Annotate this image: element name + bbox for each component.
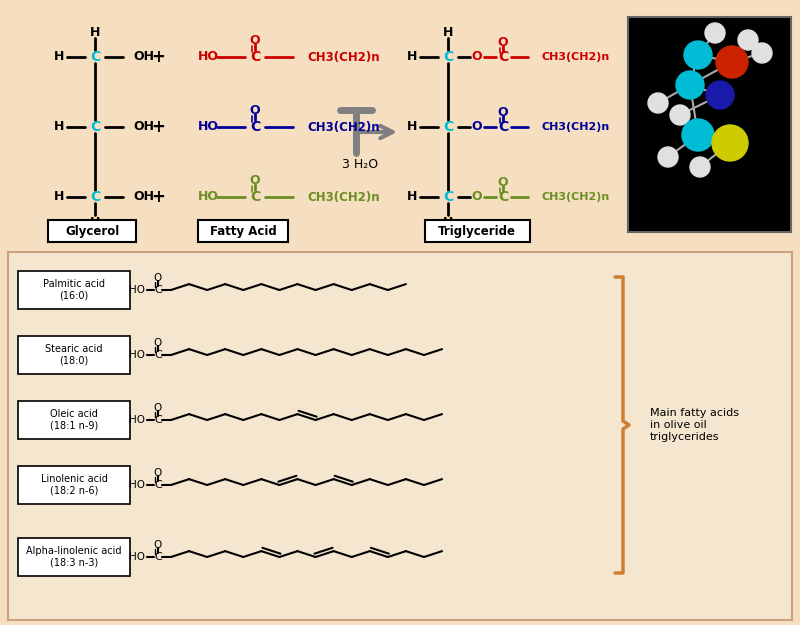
Text: H: H [54,121,64,134]
Text: C: C [90,50,100,64]
Circle shape [690,157,710,177]
Text: O: O [250,174,260,186]
Text: O: O [154,540,162,550]
Text: C: C [250,190,260,204]
Text: H: H [443,26,453,39]
Text: Stearic acid
(18:0): Stearic acid (18:0) [46,344,102,366]
Text: O: O [154,338,162,348]
Circle shape [684,41,712,69]
Text: C: C [154,552,162,562]
Text: +: + [151,118,165,136]
Bar [18,336,130,374]
Text: Triglyceride: Triglyceride [438,224,516,238]
Text: O: O [472,191,482,204]
Circle shape [705,23,725,43]
Text: C: C [90,120,100,134]
Text: C: C [498,50,508,64]
Text: O: O [250,104,260,116]
Text: HO: HO [129,552,145,562]
Text: HO: HO [129,415,145,425]
Text: CH3(CH2)n: CH3(CH2)n [307,191,380,204]
Circle shape [676,71,704,99]
Circle shape [716,46,748,78]
Text: O: O [472,121,482,134]
Bar [8,252,792,620]
Bar [18,271,130,309]
Text: Glycerol: Glycerol [65,224,119,238]
Text: O: O [154,403,162,413]
Text: HO: HO [129,480,145,490]
Text: O: O [250,34,260,46]
Text: HO: HO [198,51,218,64]
Circle shape [658,147,678,167]
Text: HO: HO [198,191,218,204]
Text: C: C [498,120,508,134]
Text: C: C [443,120,453,134]
Text: HO: HO [129,350,145,360]
Text: C: C [154,480,162,490]
Text: C: C [250,50,260,64]
Text: CH3(CH2)n: CH3(CH2)n [541,52,610,62]
Text: C: C [154,415,162,425]
Text: C: C [90,190,100,204]
Text: HO: HO [129,285,145,295]
Text: Fatty Acid: Fatty Acid [210,224,276,238]
Text: H: H [90,216,100,229]
Text: HO: HO [198,121,218,134]
Text: O: O [498,176,508,189]
Text: Palmitic acid
(16:0): Palmitic acid (16:0) [43,279,105,301]
Text: +: + [151,48,165,66]
Text: H: H [54,51,64,64]
Text: Linolenic acid
(18:2 n-6): Linolenic acid (18:2 n-6) [41,474,107,496]
Bar [18,538,130,576]
Bar [18,401,130,439]
Circle shape [712,125,748,161]
Bar [48,220,136,242]
Text: CH3(CH2)n: CH3(CH2)n [541,122,610,132]
Text: H: H [443,216,453,229]
Text: O: O [154,468,162,478]
Text: OH: OH [133,51,154,64]
Text: O: O [472,51,482,64]
Text: Main fatty acids
in olive oil
triglycerides: Main fatty acids in olive oil triglyceri… [650,408,739,442]
Text: C: C [154,350,162,360]
Text: Alpha-linolenic acid
(18:3 n-3): Alpha-linolenic acid (18:3 n-3) [26,546,122,568]
Text: C: C [443,190,453,204]
Bar [425,220,530,242]
Text: OH: OH [133,121,154,134]
Text: H: H [54,191,64,204]
Text: CH3(CH2)n: CH3(CH2)n [307,121,380,134]
Circle shape [682,119,714,151]
Text: +: + [151,188,165,206]
Circle shape [648,93,668,113]
Text: OH: OH [133,191,154,204]
Text: H: H [407,51,417,64]
Text: H: H [407,191,417,204]
Text: O: O [154,273,162,283]
Text: C: C [154,285,162,295]
Text: H: H [90,26,100,39]
Circle shape [706,81,734,109]
Text: O: O [498,36,508,49]
Text: H: H [407,121,417,134]
Text: O: O [498,106,508,119]
Bar [628,17,791,232]
Circle shape [738,30,758,50]
Bar [18,466,130,504]
Text: C: C [498,190,508,204]
Circle shape [752,43,772,63]
Bar [198,220,288,242]
Text: Oleic acid
(18:1 n-9): Oleic acid (18:1 n-9) [50,409,98,431]
Text: CH3(CH2)n: CH3(CH2)n [541,192,610,202]
Text: CH3(CH2)n: CH3(CH2)n [307,51,380,64]
Text: 3 H₂O: 3 H₂O [342,159,378,171]
Text: C: C [250,120,260,134]
Circle shape [670,105,690,125]
Text: C: C [443,50,453,64]
